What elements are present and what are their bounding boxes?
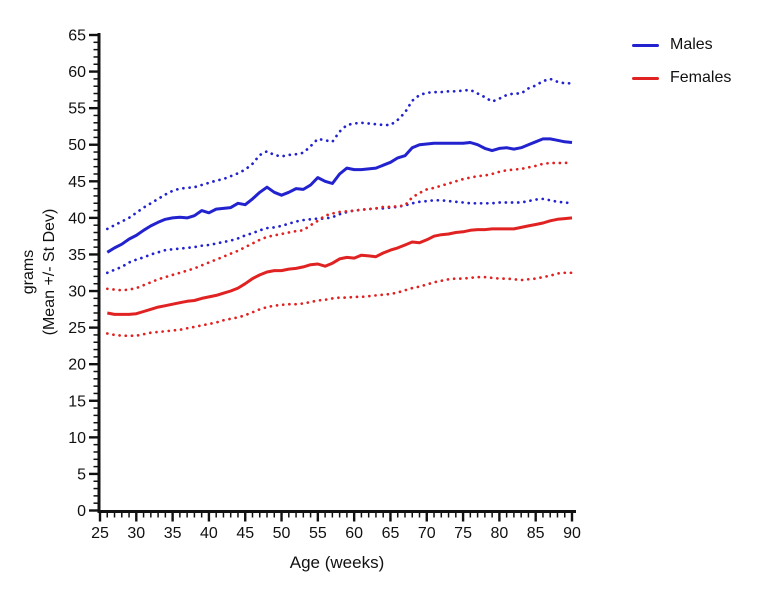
axis-spine xyxy=(97,33,576,513)
svg-text:30: 30 xyxy=(127,525,145,542)
svg-text:15: 15 xyxy=(68,393,86,410)
svg-text:50: 50 xyxy=(273,525,291,542)
y-axis-title: grams (Mean +/- St Dev) xyxy=(18,209,60,336)
svg-text:45: 45 xyxy=(68,174,86,191)
svg-text:10: 10 xyxy=(68,430,86,447)
series-females-mean-minus-sd xyxy=(105,271,574,338)
svg-text:20: 20 xyxy=(68,357,86,374)
legend: Males Females xyxy=(632,36,731,87)
svg-text:60: 60 xyxy=(68,64,86,81)
svg-text:0: 0 xyxy=(77,503,86,520)
series-males-mean-plus-sd xyxy=(105,77,574,231)
svg-text:35: 35 xyxy=(164,525,182,542)
axis-tick-labels: 25 30 35 40 45 50 55 60 65 70 75 80 85 90 0 5 10 15 20 25 30… xyxy=(68,28,581,543)
axis-ticks xyxy=(89,33,574,522)
svg-text:85: 85 xyxy=(527,525,545,542)
svg-text:25: 25 xyxy=(68,320,86,337)
series-females-mean-plus-sd xyxy=(105,160,574,292)
svg-text:45: 45 xyxy=(236,525,254,542)
svg-text:30: 30 xyxy=(68,284,86,301)
svg-text:35: 35 xyxy=(68,247,86,264)
females-line-swatch xyxy=(632,76,659,80)
series-males-mean-minus-sd xyxy=(105,197,574,275)
svg-text:5: 5 xyxy=(77,466,86,483)
svg-text:90: 90 xyxy=(563,525,581,542)
legend-item-males: Males xyxy=(632,36,731,54)
svg-text:65: 65 xyxy=(68,28,86,45)
legend-label-males: Males xyxy=(670,36,713,53)
svg-text:55: 55 xyxy=(68,101,86,118)
svg-text:70: 70 xyxy=(418,525,436,542)
x-axis-title: Age (weeks) xyxy=(289,553,385,572)
svg-text:80: 80 xyxy=(490,525,508,542)
males-line-swatch xyxy=(632,43,659,47)
svg-text:25: 25 xyxy=(91,525,109,542)
y-axis-title-line1: grams xyxy=(20,249,37,295)
series-females-mean xyxy=(107,216,573,316)
y-axis-title-line2: (Mean +/- St Dev) xyxy=(41,208,58,336)
svg-text:40: 40 xyxy=(200,525,218,542)
legend-item-females: Females xyxy=(632,69,731,87)
svg-text:65: 65 xyxy=(382,525,400,542)
svg-text:55: 55 xyxy=(309,525,327,542)
svg-text:40: 40 xyxy=(68,210,86,227)
legend-label-females: Females xyxy=(670,69,732,86)
svg-text:60: 60 xyxy=(345,525,363,542)
svg-text:75: 75 xyxy=(454,525,472,542)
svg-text:50: 50 xyxy=(68,137,86,154)
series-males-mean xyxy=(106,137,573,254)
